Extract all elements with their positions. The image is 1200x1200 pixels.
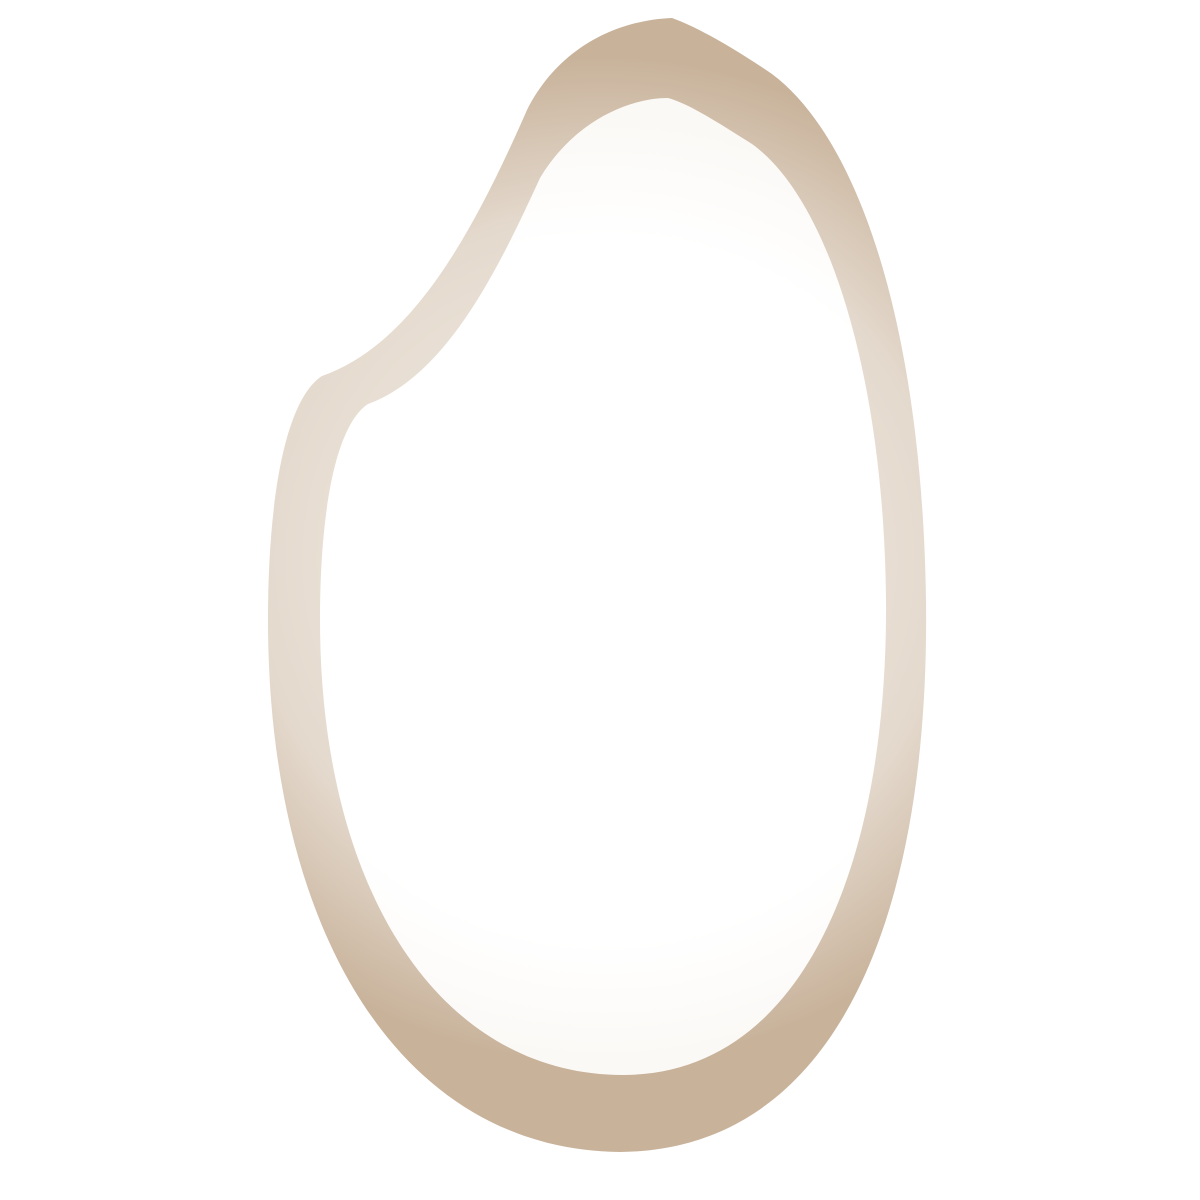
rice-grain-fill xyxy=(320,98,887,1075)
